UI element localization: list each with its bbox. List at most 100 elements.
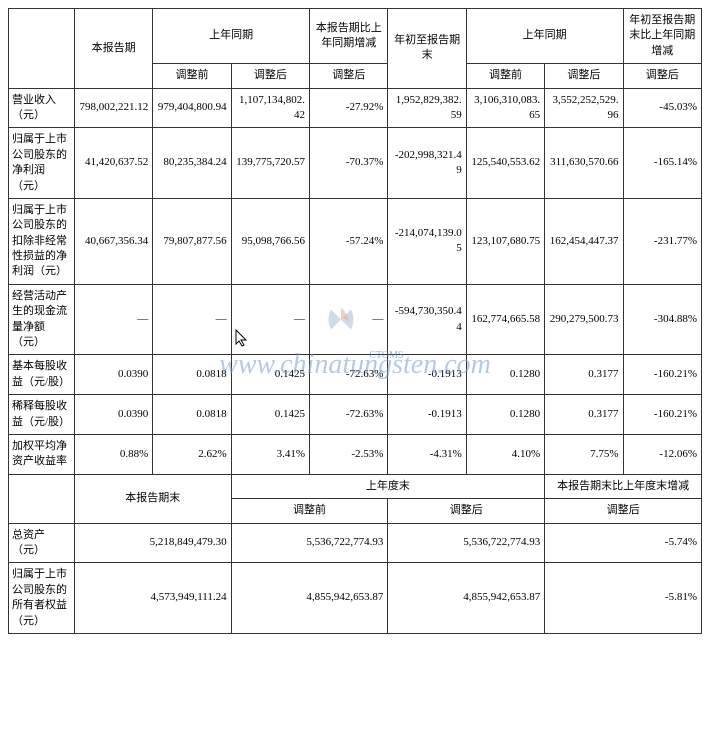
- data-cell: -72.63%: [310, 355, 388, 395]
- table1-body: 营业收入（元）798,002,221.12979,404,800.941,107…: [9, 88, 702, 474]
- header2-prev: 上年度末: [231, 474, 545, 498]
- data-cell: 41,420,637.52: [74, 128, 152, 199]
- table-row: 经营活动产生的现金流量净额（元）————-594,730,350.44162,7…: [9, 284, 702, 355]
- data-cell: 0.1425: [231, 355, 309, 395]
- data-cell: 7.75%: [545, 434, 623, 474]
- data-cell: 0.1425: [231, 395, 309, 435]
- header-ytd-change: 年初至报告期末比上年同期增减: [623, 9, 701, 64]
- data-cell: —: [231, 284, 309, 355]
- data-cell: -45.03%: [623, 88, 701, 128]
- header-blank: [9, 9, 75, 89]
- data-cell: -0.1913: [388, 395, 466, 435]
- data-cell: 162,454,447.37: [545, 198, 623, 284]
- data-cell: 1,107,134,802.42: [231, 88, 309, 128]
- data-cell: 40,667,356.34: [74, 198, 152, 284]
- header-prev-period: 上年同期: [153, 9, 310, 64]
- data-cell: -202,998,321.49: [388, 128, 466, 199]
- data-cell: 0.0818: [153, 395, 231, 435]
- data-cell: 3,106,310,083.65: [466, 88, 544, 128]
- data-cell: -27.92%: [310, 88, 388, 128]
- table-row: 归属于上市公司股东的扣除非经常性损益的净利润（元）40,667,356.3479…: [9, 198, 702, 284]
- table-row: 营业收入（元）798,002,221.12979,404,800.941,107…: [9, 88, 702, 128]
- data-cell: —: [153, 284, 231, 355]
- data-cell: 123,107,680.75: [466, 198, 544, 284]
- data-cell: 0.0818: [153, 355, 231, 395]
- data-cell: 3,552,252,529.96: [545, 88, 623, 128]
- data-cell: 4,573,949,111.24: [74, 563, 231, 634]
- header-row-1: 本报告期 上年同期 本报告期比上年同期增减 年初至报告期末 上年同期 年初至报告…: [9, 9, 702, 64]
- header-prev-ytd: 上年同期: [466, 9, 623, 64]
- row-label: 稀释每股收益（元/股）: [9, 395, 75, 435]
- sub2-after-1: 调整后: [388, 499, 545, 523]
- table-row: 总资产（元）5,218,849,479.305,536,722,774.935,…: [9, 523, 702, 563]
- row-label: 归属于上市公司股东的净利润（元）: [9, 128, 75, 199]
- sub2-after-2: 调整后: [545, 499, 702, 523]
- row-label: 经营活动产生的现金流量净额（元）: [9, 284, 75, 355]
- data-cell: 0.3177: [545, 355, 623, 395]
- data-cell: 5,218,849,479.30: [74, 523, 231, 563]
- header-current-period: 本报告期: [74, 9, 152, 89]
- sub2-before: 调整前: [231, 499, 388, 523]
- data-cell: 311,630,570.66: [545, 128, 623, 199]
- data-cell: 4.10%: [466, 434, 544, 474]
- data-cell: 0.1280: [466, 355, 544, 395]
- financial-table-1: 本报告期 上年同期 本报告期比上年同期增减 年初至报告期末 上年同期 年初至报告…: [8, 8, 702, 475]
- data-cell: -165.14%: [623, 128, 701, 199]
- sub-after-4: 调整后: [623, 64, 701, 88]
- row-label: 归属于上市公司股东的扣除非经常性损益的净利润（元）: [9, 198, 75, 284]
- data-cell: 290,279,500.73: [545, 284, 623, 355]
- header-ytd: 年初至报告期末: [388, 9, 466, 89]
- data-cell: -2.53%: [310, 434, 388, 474]
- data-cell: -4.31%: [388, 434, 466, 474]
- data-cell: 1,952,829,382.59: [388, 88, 466, 128]
- data-cell: 5,536,722,774.93: [388, 523, 545, 563]
- data-cell: 162,774,665.58: [466, 284, 544, 355]
- data-cell: 4,855,942,653.87: [388, 563, 545, 634]
- data-cell: 5,536,722,774.93: [231, 523, 388, 563]
- table2-body: 总资产（元）5,218,849,479.305,536,722,774.935,…: [9, 523, 702, 633]
- data-cell: -214,074,139.05: [388, 198, 466, 284]
- row-label: 基本每股收益（元/股）: [9, 355, 75, 395]
- header2-blank: [9, 474, 75, 523]
- data-cell: 0.1280: [466, 395, 544, 435]
- data-cell: 80,235,384.24: [153, 128, 231, 199]
- header-change: 本报告期比上年同期增减: [310, 9, 388, 64]
- data-cell: -5.74%: [545, 523, 702, 563]
- data-cell: 979,404,800.94: [153, 88, 231, 128]
- data-cell: -72.63%: [310, 395, 388, 435]
- sub-before-1: 调整前: [153, 64, 231, 88]
- row-label: 营业收入（元）: [9, 88, 75, 128]
- data-cell: —: [74, 284, 152, 355]
- data-cell: 95,098,766.56: [231, 198, 309, 284]
- sub-after-3: 调整后: [545, 64, 623, 88]
- sub-before-3: 调整前: [466, 64, 544, 88]
- data-cell: -160.21%: [623, 395, 701, 435]
- data-cell: 125,540,553.62: [466, 128, 544, 199]
- sub-after-2: 调整后: [310, 64, 388, 88]
- sub-after-1: 调整后: [231, 64, 309, 88]
- data-cell: 3.41%: [231, 434, 309, 474]
- data-cell: -0.1913: [388, 355, 466, 395]
- data-cell: -57.24%: [310, 198, 388, 284]
- header2-change: 本报告期末比上年度末增减: [545, 474, 702, 498]
- data-cell: -594,730,350.44: [388, 284, 466, 355]
- header2-current: 本报告期末: [74, 474, 231, 523]
- data-cell: 0.88%: [74, 434, 152, 474]
- row-label: 总资产（元）: [9, 523, 75, 563]
- data-cell: 0.3177: [545, 395, 623, 435]
- data-cell: -12.06%: [623, 434, 701, 474]
- row-label: 加权平均净资产收益率: [9, 434, 75, 474]
- data-cell: 2.62%: [153, 434, 231, 474]
- data-cell: -160.21%: [623, 355, 701, 395]
- data-cell: -70.37%: [310, 128, 388, 199]
- table-row: 稀释每股收益（元/股）0.03900.08180.1425-72.63%-0.1…: [9, 395, 702, 435]
- financial-table-2: 本报告期末 上年度末 本报告期末比上年度末增减 调整前 调整后 调整后 总资产（…: [8, 474, 702, 634]
- data-cell: 0.0390: [74, 395, 152, 435]
- table-row: 基本每股收益（元/股）0.03900.08180.1425-72.63%-0.1…: [9, 355, 702, 395]
- header2-row-1: 本报告期末 上年度末 本报告期末比上年度末增减: [9, 474, 702, 498]
- data-cell: 0.0390: [74, 355, 152, 395]
- table-row: 加权平均净资产收益率0.88%2.62%3.41%-2.53%-4.31%4.1…: [9, 434, 702, 474]
- data-cell: 79,807,877.56: [153, 198, 231, 284]
- table-row: 归属于上市公司股东的所有者权益（元）4,573,949,111.244,855,…: [9, 563, 702, 634]
- data-cell: -231.77%: [623, 198, 701, 284]
